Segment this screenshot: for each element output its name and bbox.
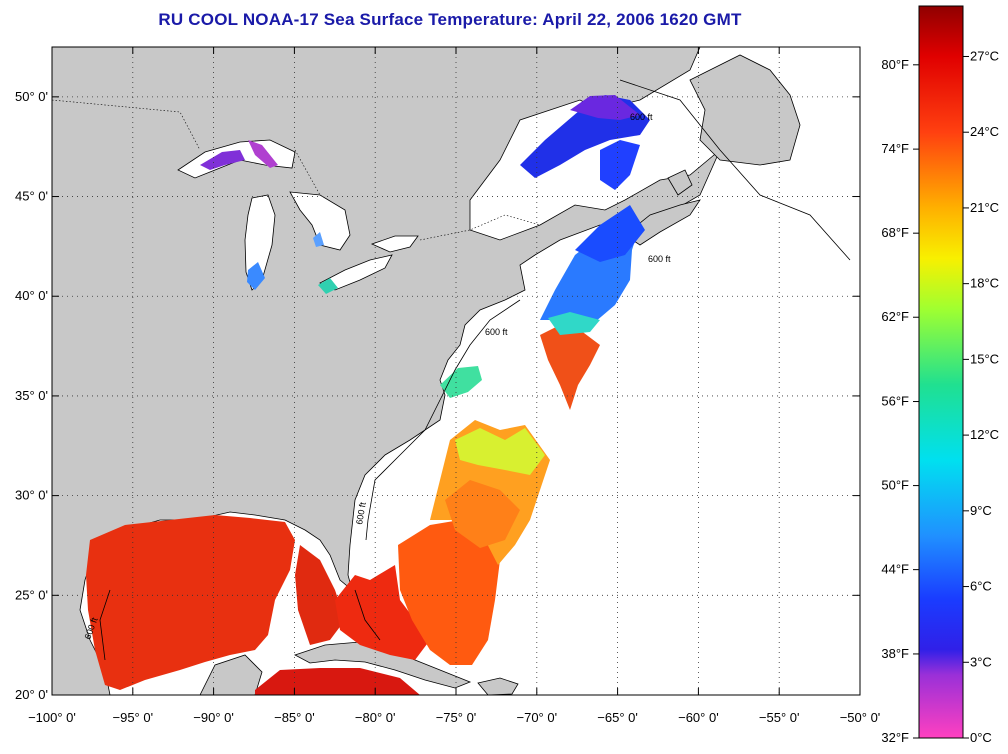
lon-tick-label: −100° 0' <box>28 710 76 725</box>
lake-erie <box>319 254 393 291</box>
lake-huron <box>289 191 351 251</box>
sst-gulf-of-mexico <box>86 515 295 690</box>
lon-tick-label: −75° 0' <box>436 710 477 725</box>
fahrenheit-tick-label: 56°F <box>881 394 909 409</box>
sst-lake-superior <box>200 150 245 170</box>
map-title: RU COOL NOAA-17 Sea Surface Temperature:… <box>158 10 742 29</box>
contour-label-3: 600 ft <box>485 327 508 337</box>
fahrenheit-tick-label: 32°F <box>881 730 909 745</box>
sst-scotian-shelf <box>575 205 645 262</box>
lat-tick-label: 25° 0' <box>15 587 48 602</box>
celsius-tick-label: 0°C <box>970 730 992 745</box>
sst-gulf-east <box>295 545 345 645</box>
sst-bahamas-swath <box>398 520 500 665</box>
isobath-600ft <box>99 79 851 661</box>
map-frame <box>51 46 861 696</box>
sst-warm-eddy <box>540 325 600 410</box>
lat-tick-label: 50° 0' <box>15 89 48 104</box>
sst-cape-hatteras <box>440 366 482 398</box>
celsius-tick-label: 24°C <box>970 124 999 139</box>
yucatan-land <box>199 654 263 695</box>
cape-breton-land <box>667 169 693 196</box>
celsius-tick-label: 3°C <box>970 654 992 669</box>
sst-lake-superior-east <box>248 140 278 168</box>
contour-label-1: 600 ft <box>630 112 653 122</box>
fahrenheit-tick-label: 62°F <box>881 309 909 324</box>
lon-tick-label: −65° 0' <box>597 710 638 725</box>
sst-shelf-green <box>548 312 600 335</box>
sst-caribbean <box>255 668 420 695</box>
sst-lake-huron <box>313 232 324 247</box>
fahrenheit-tick-label: 74°F <box>881 141 909 156</box>
lon-tick-label: −95° 0' <box>113 710 154 725</box>
sst-lake-erie <box>318 278 338 294</box>
fahrenheit-tick-label: 80°F <box>881 57 909 72</box>
fahrenheit-scale: 32°F 38°F 44°F 50°F 56°F 62°F 68°F 74°F 80°F <box>881 57 919 745</box>
longitude-axis: −100° 0' −95° 0' −90° 0' −85° 0' −80° 0' −75°… <box>28 47 880 725</box>
lon-tick-label: −60° 0' <box>678 710 719 725</box>
celsius-tick-label: 18°C <box>970 276 999 291</box>
celsius-tick-label: 6°C <box>970 579 992 594</box>
nova-scotia-land <box>624 199 701 246</box>
celsius-tick-label: 27°C <box>970 48 999 63</box>
lake-ontario <box>370 235 419 253</box>
sst-gulf-st-lawrence <box>600 140 640 190</box>
lat-tick-label: 35° 0' <box>15 388 48 403</box>
celsius-tick-label: 9°C <box>970 503 992 518</box>
celsius-tick-label: 21°C <box>970 200 999 215</box>
sst-lake-michigan <box>247 262 265 290</box>
sst-southeast-warm-core <box>445 480 520 548</box>
fahrenheit-tick-label: 38°F <box>881 646 909 661</box>
hispaniola-land <box>477 677 519 695</box>
lon-tick-label: −70° 0' <box>517 710 558 725</box>
lon-tick-label: −80° 0' <box>355 710 396 725</box>
lon-tick-label: −50° 0' <box>840 710 881 725</box>
lat-tick-label: 45° 0' <box>15 189 48 204</box>
fahrenheit-tick-label: 50°F <box>881 478 909 493</box>
contour-label-4: 600 ft <box>354 501 368 525</box>
newfoundland-land <box>689 54 801 166</box>
celsius-scale: 0°C 3°C 6°C 9°C 12°C 15°C 18°C 21°C 24°C 27°C <box>963 48 999 745</box>
celsius-tick-label: 12°C <box>970 427 999 442</box>
lon-tick-label: −85° 0' <box>274 710 315 725</box>
sst-data-layer <box>86 95 650 695</box>
sst-st-lawrence-purple <box>570 95 640 120</box>
fahrenheit-tick-label: 68°F <box>881 225 909 240</box>
lat-tick-label: 20° 0' <box>15 687 48 702</box>
contour-label-2: 600 ft <box>648 254 671 264</box>
graticule <box>52 47 860 695</box>
fahrenheit-tick-label: 44°F <box>881 562 909 577</box>
lon-tick-label: −55° 0' <box>759 710 800 725</box>
lat-tick-label: 40° 0' <box>15 288 48 303</box>
sst-southeast-cool-band <box>455 428 545 475</box>
lon-tick-label: −90° 0' <box>193 710 234 725</box>
latitude-axis: 20° 0' 25° 0' 30° 0' 35° 0' 40° 0' 45° 0' 50° … <box>15 89 860 702</box>
celsius-tick-label: 15°C <box>970 351 999 366</box>
colorbar-gradient <box>918 5 964 739</box>
us-canada-border <box>52 99 541 241</box>
sst-florida-straits <box>335 565 430 660</box>
lat-tick-label: 30° 0' <box>15 488 48 503</box>
